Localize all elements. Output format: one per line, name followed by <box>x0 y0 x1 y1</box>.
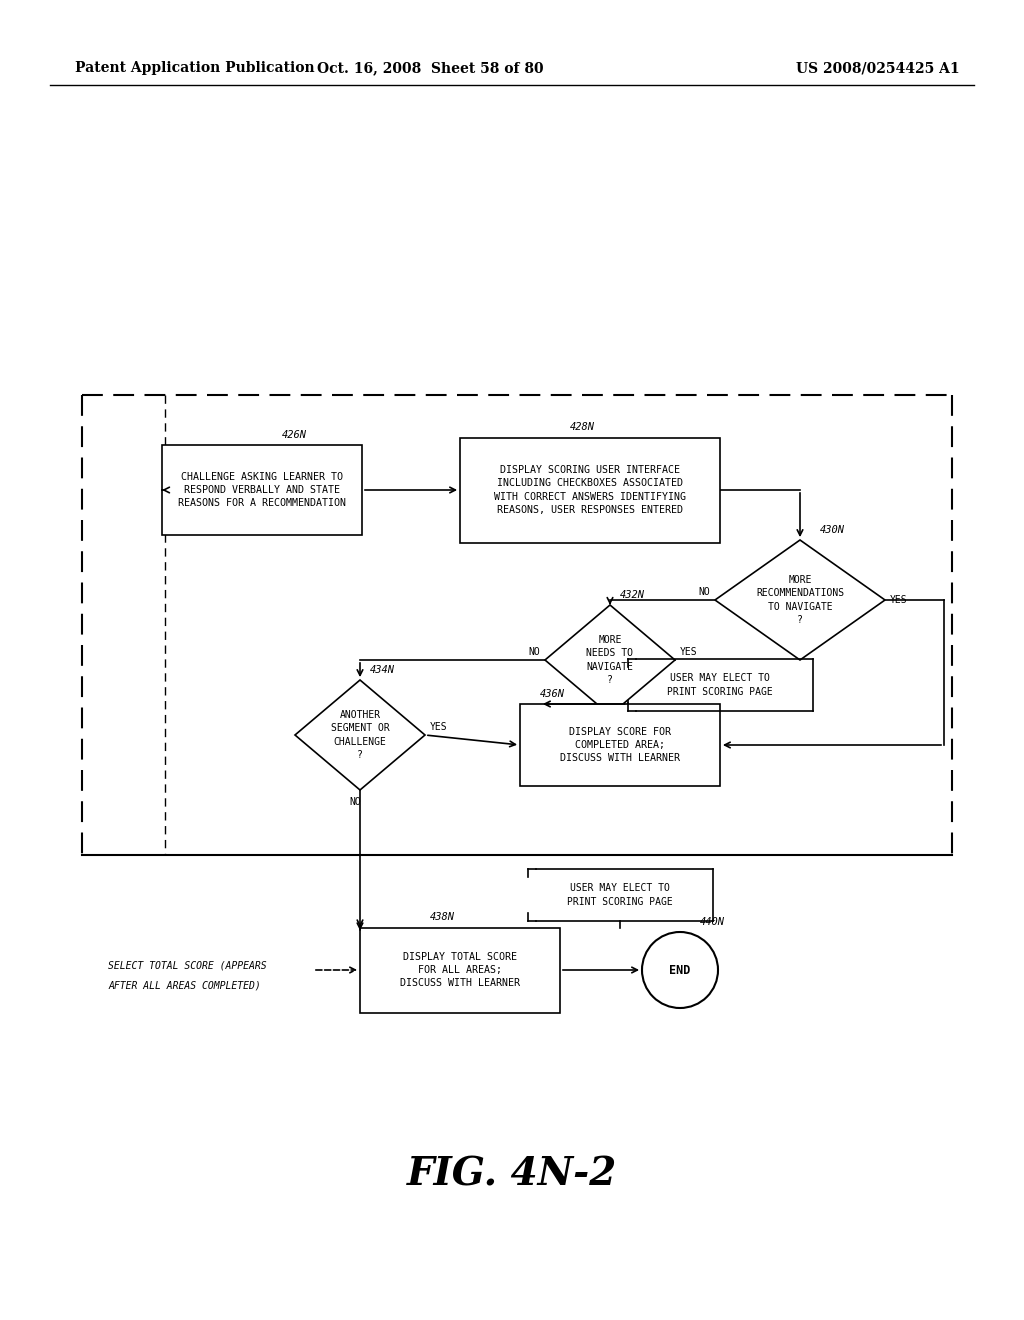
Text: Oct. 16, 2008  Sheet 58 of 80: Oct. 16, 2008 Sheet 58 of 80 <box>316 61 544 75</box>
Text: US 2008/0254425 A1: US 2008/0254425 A1 <box>797 61 961 75</box>
Text: DISPLAY SCORING USER INTERFACE
INCLUDING CHECKBOXES ASSOCIATED
WITH CORRECT ANSW: DISPLAY SCORING USER INTERFACE INCLUDING… <box>494 465 686 515</box>
Text: MORE
RECOMMENDATIONS
TO NAVIGATE
?: MORE RECOMMENDATIONS TO NAVIGATE ? <box>756 576 844 624</box>
Polygon shape <box>545 605 675 715</box>
FancyBboxPatch shape <box>162 445 362 535</box>
FancyBboxPatch shape <box>460 437 720 543</box>
Text: YES: YES <box>890 595 907 605</box>
Text: DISPLAY SCORE FOR
COMPLETED AREA;
DISCUSS WITH LEARNER: DISPLAY SCORE FOR COMPLETED AREA; DISCUS… <box>560 727 680 763</box>
Text: 426N: 426N <box>282 430 307 440</box>
Text: NO: NO <box>528 647 540 657</box>
Text: 432N: 432N <box>620 590 645 601</box>
Text: YES: YES <box>430 722 447 733</box>
Text: END: END <box>670 964 690 977</box>
Text: YES: YES <box>680 647 697 657</box>
Text: 434N: 434N <box>370 665 395 675</box>
Text: 440N: 440N <box>700 917 725 927</box>
Text: FIG. 4N-2: FIG. 4N-2 <box>407 1156 617 1195</box>
Polygon shape <box>715 540 885 660</box>
Text: 436N: 436N <box>540 689 565 700</box>
Text: USER MAY ELECT TO
PRINT SCORING PAGE: USER MAY ELECT TO PRINT SCORING PAGE <box>667 673 773 697</box>
FancyBboxPatch shape <box>520 704 720 785</box>
Text: SELECT TOTAL SCORE (APPEARS: SELECT TOTAL SCORE (APPEARS <box>108 960 266 970</box>
Text: Patent Application Publication: Patent Application Publication <box>75 61 314 75</box>
Text: NO: NO <box>349 797 360 807</box>
Text: USER MAY ELECT TO
PRINT SCORING PAGE: USER MAY ELECT TO PRINT SCORING PAGE <box>567 883 673 907</box>
Circle shape <box>642 932 718 1008</box>
Text: MORE
NEEDS TO
NAVIGATE
?: MORE NEEDS TO NAVIGATE ? <box>587 635 634 685</box>
FancyBboxPatch shape <box>360 928 560 1012</box>
Text: DISPLAY TOTAL SCORE
FOR ALL AREAS;
DISCUSS WITH LEARNER: DISPLAY TOTAL SCORE FOR ALL AREAS; DISCU… <box>400 952 520 989</box>
Text: 428N: 428N <box>570 422 595 433</box>
Text: CHALLENGE ASKING LEARNER TO
RESPOND VERBALLY AND STATE
REASONS FOR A RECOMMENDAT: CHALLENGE ASKING LEARNER TO RESPOND VERB… <box>178 471 346 508</box>
Text: 430N: 430N <box>820 525 845 535</box>
Text: AFTER ALL AREAS COMPLETED): AFTER ALL AREAS COMPLETED) <box>108 979 261 990</box>
Text: NO: NO <box>698 587 710 597</box>
Text: 438N: 438N <box>430 912 455 923</box>
Polygon shape <box>295 680 425 789</box>
Text: ANOTHER
SEGMENT OR
CHALLENGE
?: ANOTHER SEGMENT OR CHALLENGE ? <box>331 710 389 760</box>
